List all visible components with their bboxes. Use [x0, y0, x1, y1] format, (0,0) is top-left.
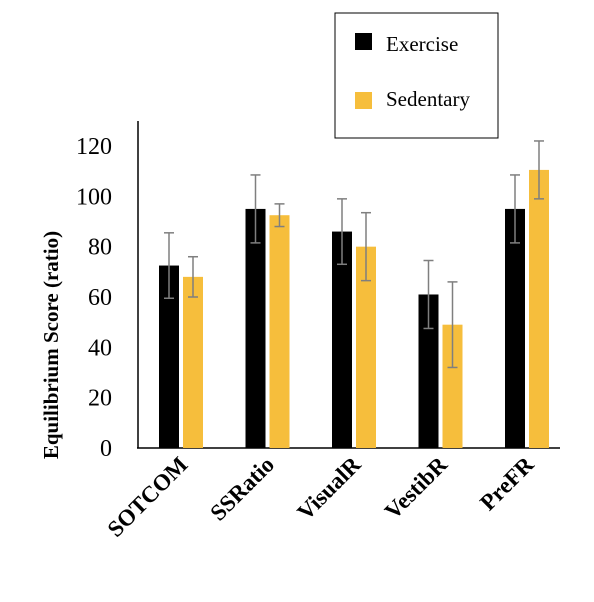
x-tick-label-ssratio: SSRatio: [205, 452, 279, 526]
error-bar-sedentary-ssratio: [274, 203, 285, 228]
error-bar-sedentary-prefr: [534, 140, 544, 200]
y-tick-label: 20: [88, 386, 112, 412]
x-tick-label-sotcom: SOTCOM: [103, 452, 193, 542]
bar-sedentary-visualr: [356, 246, 376, 448]
y-tick-label: 40: [88, 335, 112, 361]
y-tick-label: 0: [100, 436, 112, 462]
legend-swatch-exercise: [355, 33, 372, 50]
y-tick-label: 100: [76, 184, 112, 210]
error-bar-exercise-ssratio: [250, 174, 261, 244]
error-bar-exercise-prefr: [510, 174, 520, 244]
y-tick-label: 80: [88, 235, 112, 261]
y-axis-title: Equilibrium Score (ratio): [39, 231, 63, 459]
error-bar-sedentary-vestibr: [447, 281, 458, 369]
bars: [159, 169, 549, 449]
legend-label-exercise: Exercise: [386, 32, 458, 56]
x-tick-label-vestibr: VestibR: [380, 452, 452, 524]
y-tick-label: 120: [76, 134, 112, 160]
x-tick-label-prefr: PreFR: [475, 452, 539, 516]
error-bar-sedentary-sotcom: [188, 255, 198, 298]
bar-exercise-vestibr: [418, 294, 439, 448]
error-bar-exercise-vestibr: [423, 259, 434, 330]
y-axis-ticks: 0 20 40 60 80 100 120: [76, 134, 112, 462]
bar-exercise-visualr: [332, 231, 352, 448]
x-axis-labels: SOTCOM SSRatio VisualR VestibR PreFR: [103, 452, 539, 542]
legend-label-sedentary: Sedentary: [386, 87, 470, 111]
bar-sedentary-prefr: [529, 169, 549, 449]
error-bars: [164, 140, 544, 369]
error-bar-sedentary-visualr: [361, 211, 371, 282]
bar-exercise-ssratio: [245, 208, 266, 448]
bar-sedentary-sotcom: [183, 276, 203, 448]
y-tick-label: 60: [88, 285, 112, 311]
bar-sedentary-ssratio: [269, 215, 290, 448]
legend: Exercise Sedentary: [334, 12, 499, 139]
bar-exercise-sotcom: [159, 265, 179, 448]
bar-exercise-prefr: [505, 208, 525, 448]
error-bar-exercise-visualr: [337, 198, 347, 266]
legend-swatch-sedentary: [355, 92, 372, 109]
bar-sedentary-vestibr: [442, 324, 463, 448]
x-tick-label-visualr: VisualR: [292, 452, 365, 525]
error-bar-exercise-sotcom: [164, 232, 174, 300]
